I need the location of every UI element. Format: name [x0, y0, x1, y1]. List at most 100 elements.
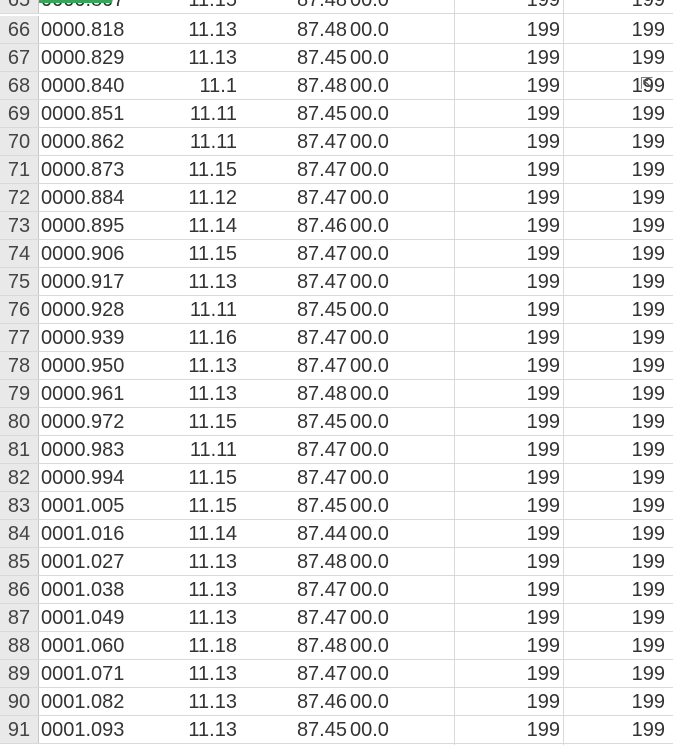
cell-col-c[interactable]: 87.45: [296, 299, 347, 321]
cell-col-a[interactable]: 0001.060: [41, 635, 125, 657]
cell-col-e[interactable]: 199: [526, 131, 560, 153]
cell-col-c[interactable]: 87.44: [296, 523, 347, 545]
row-number[interactable]: 69: [0, 100, 39, 128]
cell-col-a[interactable]: 0000.950: [41, 355, 125, 377]
row-number[interactable]: 89: [0, 660, 39, 688]
cell-col-a[interactable]: 0000.972: [41, 411, 125, 433]
cell-col-d[interactable]: 00.0: [350, 131, 389, 153]
table-row[interactable]: 70 0000.862 11.11 87.47 00.0 199 199: [0, 128, 673, 156]
cell-col-f[interactable]: 199: [631, 243, 665, 265]
cell-col-c[interactable]: 87.48: [296, 19, 347, 41]
cell-col-b[interactable]: 11.15: [188, 159, 237, 181]
cell-col-c[interactable]: 87.47: [296, 355, 347, 377]
table-row[interactable]: 88 0001.060 11.18 87.48 00.0 199 199: [0, 632, 673, 660]
cell-col-e[interactable]: 199: [526, 103, 560, 125]
cell-col-e[interactable]: 199: [526, 243, 560, 265]
row-number[interactable]: 90: [0, 688, 39, 716]
cell-col-b[interactable]: 11.13: [188, 719, 237, 741]
table-row[interactable]: 67 0000.829 11.13 87.45 00.0 199 199: [0, 44, 673, 72]
row-number[interactable]: 80: [0, 408, 39, 436]
table-row[interactable]: 72 0000.884 11.12 87.47 00.0 199 199: [0, 184, 673, 212]
table-row[interactable]: 65 0000.807 11.15 87.48 00.0 199 199: [0, 0, 673, 14]
cell-col-b[interactable]: 11.13: [188, 551, 237, 573]
cell-col-e[interactable]: 199: [526, 607, 560, 629]
row-number[interactable]: 82: [0, 464, 39, 492]
cell-col-f[interactable]: 199: [631, 19, 665, 41]
cell-col-f[interactable]: 199: [631, 607, 665, 629]
cell-col-b[interactable]: 11.16: [188, 327, 237, 349]
cell-col-a[interactable]: 0001.016: [41, 523, 125, 545]
cell-col-b[interactable]: 11.11: [189, 439, 237, 461]
row-number[interactable]: 78: [0, 352, 39, 380]
cell-col-d[interactable]: 00.0: [350, 47, 389, 69]
cell-col-a[interactable]: 0000.906: [41, 243, 125, 265]
table-row[interactable]: 77 0000.939 11.16 87.47 00.0 199 199: [0, 324, 673, 352]
table-row[interactable]: 76 0000.928 11.11 87.45 00.0 199 199: [0, 296, 673, 324]
cell-col-b[interactable]: 11.11: [189, 131, 237, 153]
cell-col-d[interactable]: 00.0: [350, 19, 389, 41]
cell-col-f[interactable]: 199: [631, 0, 665, 11]
cell-col-a[interactable]: 0001.027: [41, 551, 125, 573]
cell-col-b[interactable]: 11.13: [188, 607, 237, 629]
row-number[interactable]: 88: [0, 632, 39, 660]
cell-col-e[interactable]: 199: [526, 383, 560, 405]
row-number[interactable]: 73: [0, 212, 39, 240]
table-row[interactable]: 75 0000.917 11.13 87.47 00.0 199 199: [0, 268, 673, 296]
cell-col-c[interactable]: 87.47: [296, 327, 347, 349]
cell-col-c[interactable]: 87.47: [296, 271, 347, 293]
cell-col-a[interactable]: 0001.038: [41, 579, 125, 601]
cell-col-f[interactable]: 199: [631, 187, 665, 209]
cell-col-c[interactable]: 87.47: [296, 159, 347, 181]
row-number[interactable]: 67: [0, 44, 39, 72]
cell-col-d[interactable]: 00.0: [350, 439, 389, 461]
cell-col-c[interactable]: 87.48: [296, 383, 347, 405]
table-row[interactable]: 78 0000.950 11.13 87.47 00.0 199 199: [0, 352, 673, 380]
row-number[interactable]: 70: [0, 128, 39, 156]
cell-col-b[interactable]: 11.1: [199, 75, 237, 97]
table-row[interactable]: 68 0000.840 11.1 87.48 00.0 199 199: [0, 72, 673, 100]
cell-col-e[interactable]: 199: [526, 495, 560, 517]
cell-col-b[interactable]: 11.14: [188, 523, 237, 545]
cell-col-a[interactable]: 0000.939: [41, 327, 125, 349]
cell-col-f[interactable]: 199: [631, 691, 665, 713]
cell-col-d[interactable]: 00.0: [350, 75, 389, 97]
cell-col-b[interactable]: 11.11: [189, 103, 237, 125]
table-row[interactable]: 74 0000.906 11.15 87.47 00.0 199 199: [0, 240, 673, 268]
cell-col-a[interactable]: 0000.829: [41, 47, 125, 69]
cell-col-b[interactable]: 11.18: [188, 635, 237, 657]
cell-col-d[interactable]: 00.0: [350, 691, 389, 713]
cell-col-a[interactable]: 0000.961: [41, 383, 125, 405]
cell-col-f[interactable]: 199: [631, 635, 665, 657]
cell-col-c[interactable]: 87.48: [296, 551, 347, 573]
cell-col-f[interactable]: 199: [631, 271, 665, 293]
row-number[interactable]: 84: [0, 520, 39, 548]
cell-col-f[interactable]: 199: [631, 355, 665, 377]
cell-col-e[interactable]: 199: [526, 635, 560, 657]
cell-col-e[interactable]: 199: [526, 327, 560, 349]
cell-col-f[interactable]: 199: [631, 495, 665, 517]
cell-col-c[interactable]: 87.47: [296, 607, 347, 629]
table-row[interactable]: 73 0000.895 11.14 87.46 00.0 199 199: [0, 212, 673, 240]
cell-col-d[interactable]: 00.0: [350, 607, 389, 629]
cell-col-b[interactable]: 11.14: [188, 215, 237, 237]
cell-col-a[interactable]: 0001.005: [41, 495, 125, 517]
table-row[interactable]: 89 0001.071 11.13 87.47 00.0 199 199: [0, 660, 673, 688]
cell-col-d[interactable]: 00.0: [350, 523, 389, 545]
cell-col-b[interactable]: 11.13: [188, 383, 237, 405]
cell-col-a[interactable]: 0000.807: [41, 0, 125, 11]
cell-col-d[interactable]: 00.0: [350, 467, 389, 489]
cell-col-d[interactable]: 00.0: [350, 411, 389, 433]
cell-col-e[interactable]: 199: [526, 355, 560, 377]
row-number[interactable]: 75: [0, 268, 39, 296]
row-number[interactable]: 71: [0, 156, 39, 184]
table-row[interactable]: 87 0001.049 11.13 87.47 00.0 199 199: [0, 604, 673, 632]
row-number[interactable]: 91: [0, 716, 39, 744]
cell-col-a[interactable]: 0000.851: [41, 103, 125, 125]
cell-col-f[interactable]: 199: [631, 523, 665, 545]
cell-col-e[interactable]: 199: [526, 19, 560, 41]
cell-col-f[interactable]: 199: [631, 327, 665, 349]
cell-col-c[interactable]: 87.47: [296, 131, 347, 153]
cell-col-e[interactable]: 199: [526, 663, 560, 685]
cell-col-c[interactable]: 87.47: [296, 187, 347, 209]
table-row[interactable]: 71 0000.873 11.15 87.47 00.0 199 199: [0, 156, 673, 184]
